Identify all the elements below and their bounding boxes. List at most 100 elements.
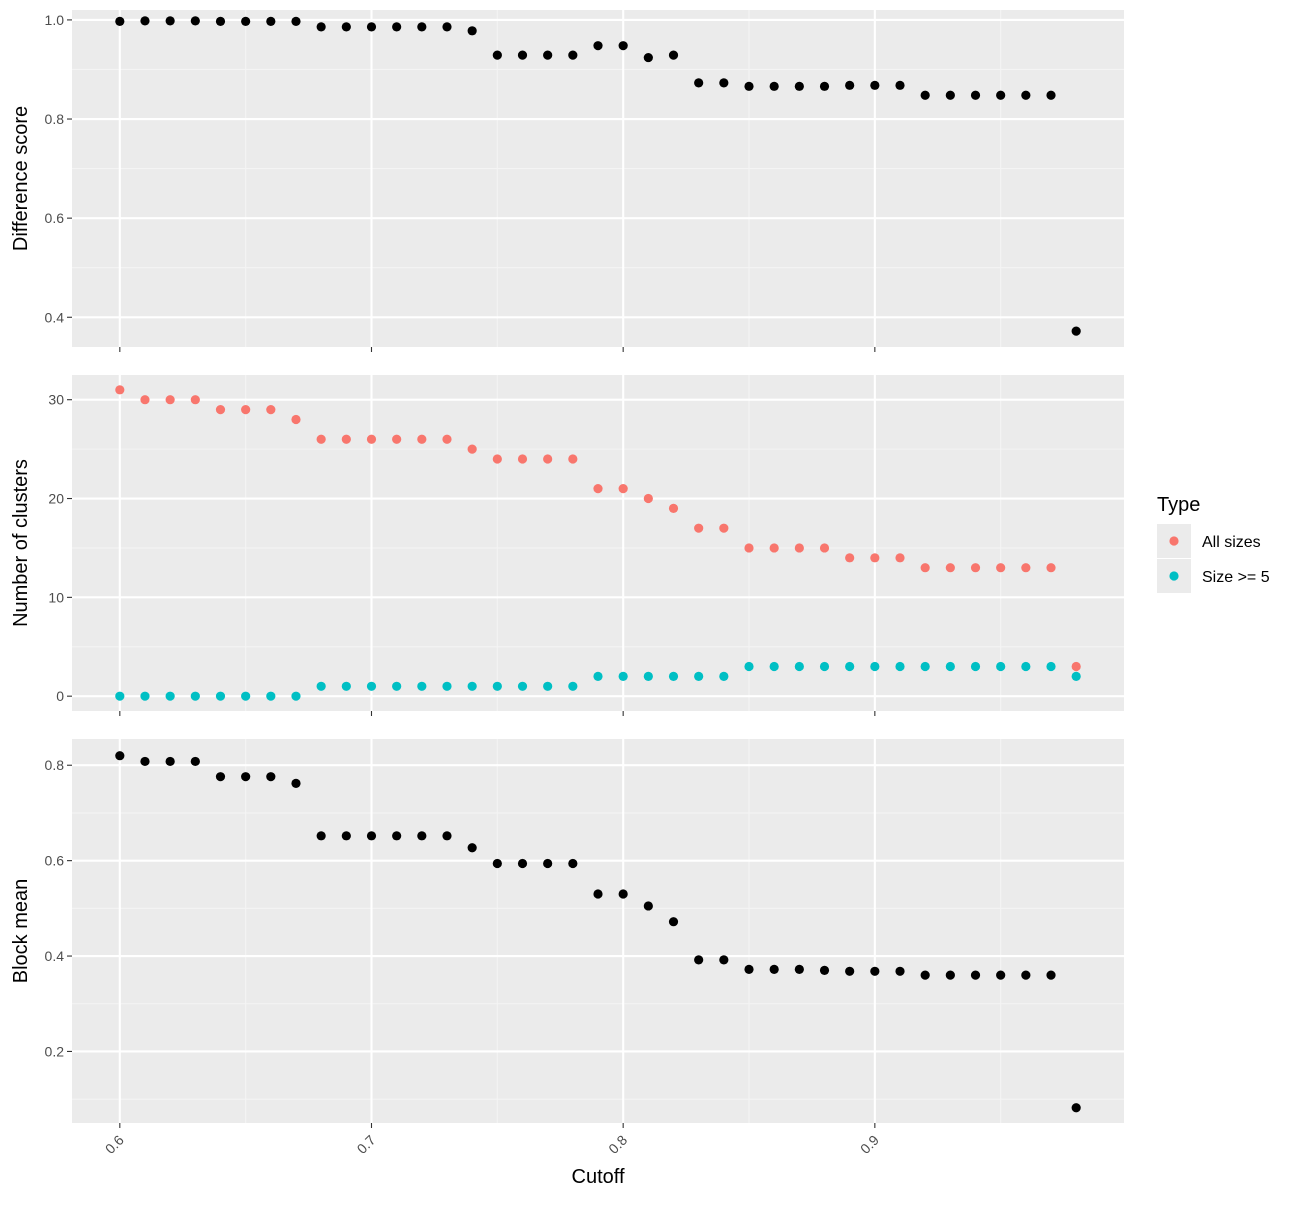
data-point [819,661,830,672]
x-tick-label: 0.6 [102,1132,127,1157]
series-3-1 [115,751,1081,1113]
y-tick-label: 0.8 [45,757,65,773]
data-point [719,955,729,965]
data-point [492,454,502,464]
data-point [1046,90,1056,100]
data-point [1021,661,1031,672]
data-point [794,964,804,975]
data-point [920,563,930,573]
data-point [970,563,981,573]
legend-key-point [1169,571,1179,581]
data-point [366,22,377,32]
data-point [845,553,855,563]
data-point [442,434,452,444]
data-point [140,756,150,767]
data-point [895,553,905,563]
data-point [190,691,200,701]
data-point [996,563,1006,573]
data-point [618,671,628,682]
legend-key-point [1169,536,1179,546]
data-point [140,691,150,701]
y-axis-title: Number of clusters [10,459,32,627]
data-point [1021,90,1031,100]
data-point [895,966,905,976]
panel-background [72,375,1124,711]
y-tick-label: 30 [48,392,64,408]
data-point [316,22,326,32]
data-point [241,772,251,782]
data-point [694,78,704,88]
y-tick-label: 0.2 [45,1043,65,1059]
data-point [341,831,351,841]
data-point [215,404,226,415]
y-tick-label: 1.0 [45,12,65,28]
series-all-sizes [115,385,1081,672]
y-axis-title: Difference score [10,106,32,251]
data-point [140,16,150,26]
panel-background [72,739,1124,1123]
data-point [593,484,603,494]
data-point [115,751,125,761]
legend-title: Type [1157,494,1200,516]
data-point [996,970,1006,980]
data-point [392,681,402,691]
legend-label: All sizes [1202,534,1261,551]
data-point [568,454,578,464]
data-point [819,81,830,91]
data-point [1046,661,1056,672]
data-point [341,434,351,444]
data-point [1021,970,1031,980]
data-point [593,41,603,51]
data-point [266,404,276,415]
data-point [467,444,477,454]
data-point [568,681,578,691]
data-point [769,81,779,91]
data-point [517,681,528,691]
data-point [190,395,200,405]
data-point [794,661,804,672]
data-point [115,16,125,26]
data-point [794,81,804,91]
data-point [895,661,905,672]
data-point [467,26,477,36]
data-point [417,681,427,691]
data-point [568,50,578,60]
data-point [417,22,427,32]
data-point [316,681,326,691]
y-tick-label: 10 [48,589,64,605]
data-point [1046,970,1056,980]
data-point [744,964,754,975]
data-point [845,80,855,90]
data-point [794,543,804,553]
data-point [819,965,830,975]
data-point [291,414,301,425]
y-axis-title: Block mean [10,879,32,984]
data-point [668,50,679,60]
data-point [291,778,301,788]
data-point [1046,563,1056,573]
data-point [140,395,150,405]
data-point [945,90,955,100]
legend-label: Size >= 5 [1202,569,1270,586]
data-point [920,90,930,100]
data-point [643,901,653,911]
y-tick-label: 0.6 [45,210,65,226]
data-point [266,772,276,782]
data-point [341,22,351,32]
data-point [769,661,779,672]
data-point [442,831,452,841]
data-point [442,22,452,32]
data-point [492,50,502,60]
data-point [643,493,653,504]
data-point [1071,671,1081,682]
data-point [241,16,251,26]
data-point [165,691,175,701]
data-point [543,681,553,691]
data-point [895,80,905,90]
data-point [970,90,981,100]
data-point [769,964,779,975]
data-point [668,503,679,514]
data-point [165,16,175,26]
